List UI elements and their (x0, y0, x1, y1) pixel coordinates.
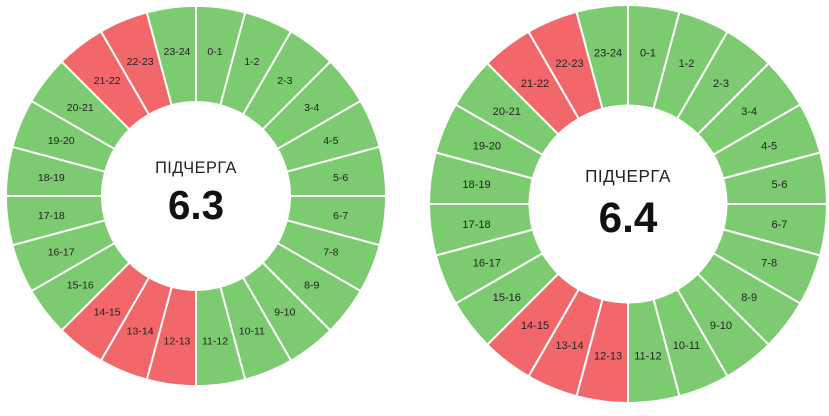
hour-label-18-19: 18-19 (462, 179, 490, 191)
hour-label-3-4: 3-4 (741, 106, 757, 118)
hour-label-16-17: 16-17 (473, 257, 501, 269)
hour-label-11-12: 11-12 (202, 336, 228, 348)
hour-label-15-16: 15-16 (67, 280, 94, 292)
hour-label-7-8: 7-8 (323, 247, 338, 259)
hour-label-10-11: 10-11 (673, 340, 700, 352)
hour-label-19-20: 19-20 (473, 141, 501, 153)
schedule-wheel-right: 0-1 1-2 2-3 3-4 4-5 5-6 6-7 7-8 8-9 9-10 10-11 11-1… (428, 4, 828, 404)
hour-label-2-3: 2-3 (713, 78, 729, 90)
hour-label-20-21: 20-21 (493, 106, 521, 118)
hour-label-8-9: 8-9 (304, 280, 319, 292)
hour-label-20-21: 20-21 (67, 102, 94, 114)
hour-label-4-5: 4-5 (761, 141, 777, 153)
hour-label-6-7: 6-7 (771, 219, 787, 231)
hour-labels: 0-1 1-2 2-3 3-4 4-5 5-6 6-7 7-8 8-9 9-10 10-11 11-1… (462, 48, 787, 363)
hour-label-2-3: 2-3 (277, 75, 292, 87)
hour-label-8-9: 8-9 (741, 292, 757, 304)
hour-label-14-15: 14-15 (521, 320, 549, 332)
hour-labels: 0-1 1-2 2-3 3-4 4-5 5-6 6-7 7-8 8-9 9-10 10-11 11-1… (38, 46, 349, 347)
hour-label-22-23: 22-23 (127, 56, 154, 68)
schedule-wheel-left: 0-1 1-2 2-3 3-4 4-5 5-6 6-7 7-8 8-9 9-10 10-11 11-1… (4, 4, 388, 388)
hour-label-17-18: 17-18 (38, 210, 65, 222)
hour-label-4-5: 4-5 (323, 135, 338, 147)
hour-label-5-6: 5-6 (333, 172, 348, 184)
hour-label-1-2: 1-2 (244, 56, 259, 68)
hour-label-12-13: 12-13 (594, 350, 622, 362)
center-value: 6.4 (599, 194, 658, 241)
hour-label-9-10: 9-10 (710, 320, 732, 332)
hour-label-5-6: 5-6 (771, 179, 787, 191)
hour-label-7-8: 7-8 (761, 257, 777, 269)
hour-label-3-4: 3-4 (304, 102, 319, 114)
hour-label-23-24: 23-24 (594, 48, 622, 60)
hour-label-0-1: 0-1 (640, 48, 656, 60)
hour-label-16-17: 16-17 (48, 247, 75, 259)
hour-label-22-23: 22-23 (555, 58, 583, 70)
hour-label-0-1: 0-1 (207, 46, 222, 58)
hour-label-10-11: 10-11 (239, 326, 265, 338)
center-disc (101, 101, 291, 291)
hour-label-21-22: 21-22 (521, 78, 549, 90)
center-value: 6.3 (168, 182, 224, 228)
center-title: ПІДЧЕРГА (585, 167, 671, 186)
hour-label-23-24: 23-24 (163, 46, 190, 58)
hour-label-19-20: 19-20 (48, 135, 75, 147)
hour-label-13-14: 13-14 (127, 326, 154, 338)
hour-label-9-10: 9-10 (274, 307, 295, 319)
hour-label-21-22: 21-22 (94, 75, 121, 87)
hour-label-13-14: 13-14 (555, 340, 583, 352)
hour-label-15-16: 15-16 (493, 292, 521, 304)
hour-label-12-13: 12-13 (163, 336, 190, 348)
hour-label-6-7: 6-7 (333, 210, 348, 222)
hour-label-11-12: 11-12 (634, 350, 661, 362)
hour-label-18-19: 18-19 (38, 172, 65, 184)
hour-label-17-18: 17-18 (462, 219, 490, 231)
hour-label-14-15: 14-15 (94, 307, 121, 319)
center-title: ПІДЧЕРГА (155, 159, 237, 177)
hour-label-1-2: 1-2 (678, 58, 694, 70)
center-disc (529, 105, 727, 303)
